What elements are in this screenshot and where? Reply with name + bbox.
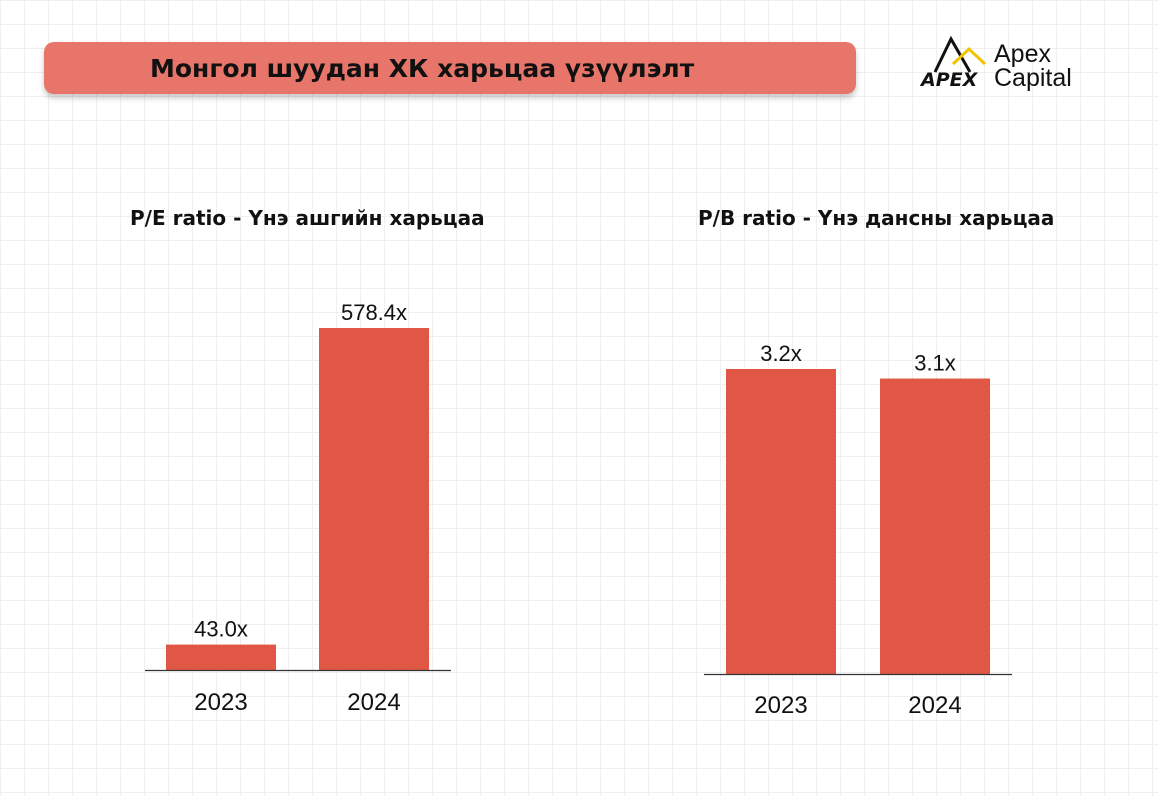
pb-category-label-2024: 2024 (908, 692, 961, 719)
brand-name-line2: Capital (994, 64, 1072, 92)
pb-value-label-2023: 3.2x (760, 341, 802, 366)
logo-mark-text: APEX (919, 69, 979, 91)
title-banner: Монгол шуудан ХК харьцаа үзүүлэлт (44, 42, 856, 94)
pe-bar-2023 (166, 644, 276, 670)
pe-bar-2024 (319, 328, 429, 670)
pb-value-label-2024: 3.1x (914, 351, 956, 376)
pb-bar-2024 (880, 378, 990, 674)
brand-name-line1: Apex (994, 40, 1051, 68)
pe-category-label-2024: 2024 (347, 689, 400, 716)
apex-capital-logo: APEX Apex Capital (919, 35, 1072, 92)
pb-bar-2023 (726, 369, 836, 674)
page-title: Монгол шуудан ХК харьцаа үзүүлэлт (150, 54, 695, 83)
logo-mark-icon: APEX (919, 35, 987, 91)
pe-category-label-2023: 2023 (194, 689, 247, 716)
pe-value-label-2024: 578.4x (341, 300, 407, 325)
pb-category-label-2023: 2023 (754, 692, 807, 719)
pe-value-label-2023: 43.0x (194, 617, 248, 642)
pb-chart-title: P/B ratio - Үнэ дансны харьцаа (698, 206, 1055, 230)
pe-chart-title: P/E ratio - Үнэ ашгийн харьцаа (130, 206, 485, 230)
